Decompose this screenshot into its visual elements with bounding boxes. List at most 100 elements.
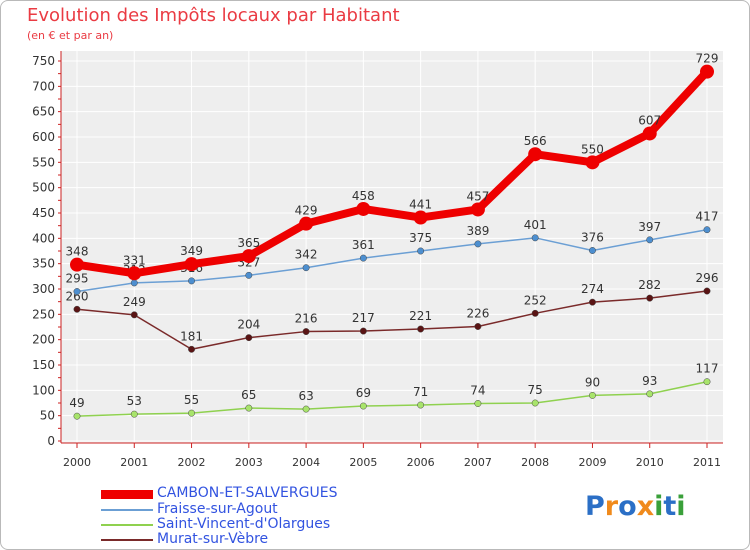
data-point-cambon-et-salvergues: [127, 266, 142, 281]
y-tick-label: 0: [47, 434, 55, 448]
data-label-fraisse-sur-agout: 397: [638, 220, 661, 234]
plot-area: [61, 51, 723, 443]
data-point-cambon-et-salvergues: [528, 147, 543, 162]
data-label-murat-sur-v-bre: 252: [524, 293, 547, 307]
y-tick-label: 700: [32, 79, 55, 93]
proxiti-logo: Proxiti: [585, 491, 686, 522]
data-point-saint-vincent-d-olargues: [417, 401, 425, 409]
brand-letter: x: [636, 491, 655, 522]
data-label-cambon-et-salvergues: 607: [638, 113, 661, 127]
data-point-cambon-et-salvergues: [585, 155, 600, 170]
data-point-murat-sur-v-bre: [474, 323, 482, 330]
data-label-murat-sur-v-bre: 204: [237, 318, 260, 332]
data-label-cambon-et-salvergues: 331: [123, 253, 146, 267]
legend-label-saint-vincent: Saint-Vincent-d'Olargues: [157, 516, 331, 532]
data-point-fraisse-sur-agout: [359, 254, 367, 262]
data-point-saint-vincent-d-olargues: [359, 402, 367, 410]
y-tick-label: 400: [32, 231, 55, 245]
data-label-murat-sur-v-bre: 296: [696, 271, 719, 285]
data-label-cambon-et-salvergues: 349: [180, 244, 203, 258]
data-label-fraisse-sur-agout: 417: [696, 210, 719, 224]
y-tick-label: 450: [32, 206, 55, 220]
y-tick-label: 150: [32, 358, 55, 372]
data-label-murat-sur-v-bre: 282: [638, 278, 661, 292]
data-point-murat-sur-v-bre: [302, 328, 310, 336]
data-label-saint-vincent-d-olargues: 71: [413, 385, 428, 399]
data-point-saint-vincent-d-olargues: [703, 378, 711, 386]
x-tick-label: 2006: [407, 456, 435, 469]
data-label-cambon-et-salvergues: 729: [696, 52, 719, 66]
data-label-murat-sur-v-bre: 221: [409, 309, 432, 323]
data-point-fraisse-sur-agout: [245, 271, 253, 279]
y-tick-label: 200: [32, 333, 55, 347]
data-point-murat-sur-v-bre: [646, 294, 654, 302]
y-tick-label: 550: [32, 155, 55, 169]
data-point-cambon-et-salvergues: [70, 257, 84, 272]
brand-letter: i: [654, 491, 664, 522]
data-point-fraisse-sur-agout: [589, 247, 596, 254]
data-label-fraisse-sur-agout: 295: [66, 272, 89, 286]
data-label-murat-sur-v-bre: 274: [581, 282, 604, 296]
legend-swatch-saint-vincent: [101, 524, 153, 526]
data-label-saint-vincent-d-olargues: 74: [470, 384, 485, 398]
data-label-cambon-et-salvergues: 566: [524, 134, 547, 148]
data-label-murat-sur-v-bre: 181: [180, 329, 203, 343]
data-point-saint-vincent-d-olargues: [474, 400, 482, 407]
data-point-fraisse-sur-agout: [703, 226, 711, 234]
series-line-cambon-et-salvergues: [73, 67, 711, 278]
data-point-murat-sur-v-bre: [703, 287, 711, 295]
data-label-fraisse-sur-agout: 401: [524, 218, 547, 232]
data-label-saint-vincent-d-olargues: 69: [356, 386, 371, 400]
data-point-saint-vincent-d-olargues: [245, 404, 253, 412]
data-point-saint-vincent-d-olargues: [589, 391, 596, 399]
y-tick-label: 650: [32, 105, 55, 119]
data-point-murat-sur-v-bre: [188, 345, 195, 353]
x-tick-label: 2002: [178, 456, 206, 469]
legend-swatch-fraisse: [101, 509, 153, 511]
brand-letter: t: [663, 491, 677, 522]
data-label-fraisse-sur-agout: 361: [352, 238, 375, 252]
data-label-murat-sur-v-bre: 260: [66, 289, 89, 303]
data-point-cambon-et-salvergues: [470, 202, 485, 217]
y-tick-label: 750: [32, 54, 55, 68]
data-point-cambon-et-salvergues: [413, 210, 428, 225]
data-label-murat-sur-v-bre: 217: [352, 311, 375, 325]
x-tick-label: 2009: [578, 456, 606, 469]
x-tick-label: 2004: [292, 456, 320, 469]
data-point-fraisse-sur-agout: [73, 288, 81, 295]
data-label-murat-sur-v-bre: 216: [295, 312, 318, 326]
data-label-cambon-et-salvergues: 429: [295, 204, 318, 218]
data-label-saint-vincent-d-olargues: 49: [69, 396, 84, 410]
x-tick-label: 2010: [636, 456, 664, 469]
y-tick-label: 50: [40, 409, 55, 423]
series-line-saint-vincent-d-olargues: [76, 380, 708, 417]
x-tick-label: 2001: [120, 456, 148, 469]
data-label-saint-vincent-d-olargues: 117: [696, 362, 719, 376]
series-line-murat-sur-v-bre: [76, 290, 708, 351]
data-point-fraisse-sur-agout: [188, 277, 195, 285]
data-point-saint-vincent-d-olargues: [73, 412, 81, 420]
data-point-murat-sur-v-bre: [589, 298, 596, 306]
data-label-fraisse-sur-agout: 376: [581, 230, 604, 244]
series-line-fraisse-sur-agout: [76, 228, 708, 293]
brand-letter: i: [676, 491, 686, 522]
data-point-murat-sur-v-bre: [359, 327, 367, 335]
data-point-fraisse-sur-agout: [531, 234, 539, 242]
legend-label-cambon: CAMBON-ET-SALVERGUES: [157, 485, 338, 501]
data-label-cambon-et-salvergues: 365: [237, 236, 260, 250]
y-tick-label: 300: [32, 282, 55, 296]
y-tick-label: 600: [32, 130, 55, 144]
data-label-cambon-et-salvergues: 348: [66, 245, 89, 259]
data-point-cambon-et-salvergues: [356, 201, 371, 216]
data-point-murat-sur-v-bre: [531, 309, 539, 317]
data-label-cambon-et-salvergues: 550: [581, 142, 604, 156]
data-label-fraisse-sur-agout: 375: [409, 231, 432, 245]
legend-label-fraisse: Fraisse-sur-Agout: [157, 501, 278, 517]
data-point-fraisse-sur-agout: [130, 279, 138, 287]
data-label-cambon-et-salvergues: 441: [409, 198, 432, 212]
legend-swatch-cambon: [101, 490, 153, 499]
data-point-cambon-et-salvergues: [700, 64, 714, 79]
y-tick-label: 100: [32, 383, 55, 397]
